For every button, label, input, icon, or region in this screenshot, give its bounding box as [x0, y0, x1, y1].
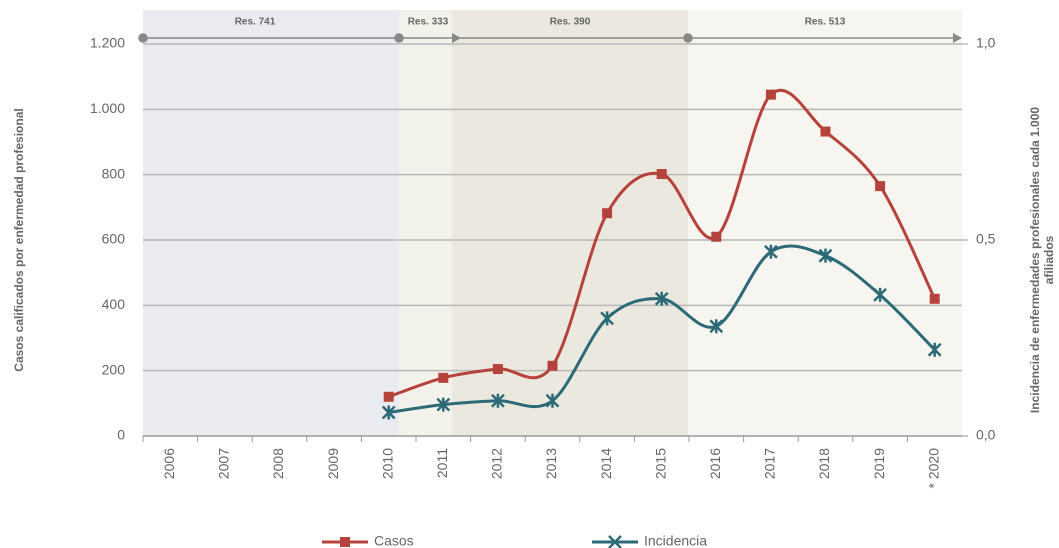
legend-label: Casos [374, 533, 414, 548]
x-tick-label: 2007 [216, 448, 232, 479]
point [491, 393, 505, 408]
point [547, 360, 558, 371]
period-band [688, 10, 962, 436]
point [383, 391, 394, 402]
point [654, 291, 669, 306]
point [709, 319, 724, 334]
y-axis-title: Casos calificados por enfermedad profesi… [12, 108, 26, 371]
x-tick-label: * 2020 [925, 448, 941, 489]
point [873, 287, 887, 302]
x-tick-label: 2015 [652, 448, 668, 479]
point [765, 89, 776, 100]
y-tick-label: 200 [102, 361, 126, 377]
point [820, 126, 831, 137]
x-tick-label: 2008 [270, 448, 286, 479]
period-label: Res. 390 [550, 17, 591, 28]
period-band [399, 10, 452, 436]
y-tick-label: 0 [117, 427, 125, 443]
x-tick-label: 2017 [762, 448, 778, 479]
x-tick-label: 2006 [161, 448, 177, 479]
y2-tick-label: 1,0 [976, 35, 996, 51]
point [381, 405, 396, 420]
y2-tick-label: 0,5 [976, 231, 996, 247]
x-tick-label: 2019 [871, 448, 887, 479]
legend-swatch [340, 537, 350, 547]
x-tick-label: 2011 [434, 448, 450, 478]
period-label: Res. 513 [805, 17, 846, 28]
legend-swatch [608, 535, 622, 548]
y-tick-label: 1.200 [90, 35, 125, 51]
point [436, 397, 451, 412]
x-tick-label: 2010 [379, 448, 395, 479]
period-arrows [138, 33, 962, 43]
point [764, 244, 778, 259]
point [545, 393, 560, 408]
x-tick-label: 2018 [816, 448, 832, 479]
period-band [452, 10, 688, 436]
x-tick-label: 2009 [325, 448, 341, 479]
point [818, 248, 833, 263]
y-tick-label: 400 [102, 296, 126, 312]
x-tick-label: 2016 [707, 448, 723, 479]
x-tick-label: 2014 [598, 448, 614, 479]
legend-label: Incidencia [644, 533, 707, 548]
point [927, 342, 942, 357]
y2-tick-label: 0,0 [976, 427, 996, 443]
point [656, 169, 667, 180]
point [875, 181, 886, 192]
point [602, 208, 613, 219]
point [600, 311, 614, 326]
y2-axis-title: Incidencia de enfermedades profesionales… [1028, 107, 1042, 413]
y2-axis-title: afiliados [1042, 235, 1056, 284]
point [711, 231, 722, 242]
point [492, 364, 503, 375]
point [438, 372, 449, 383]
y-tick-label: 600 [102, 231, 126, 247]
period-band [143, 10, 399, 436]
period-label: Res. 741 [235, 17, 276, 28]
period-label: Res. 333 [408, 17, 449, 28]
point [929, 293, 940, 304]
y-tick-label: 1.000 [90, 100, 125, 116]
y-tick-label: 800 [102, 165, 126, 181]
x-tick-label: 2013 [543, 448, 559, 479]
x-tick-label: 2012 [489, 448, 505, 479]
